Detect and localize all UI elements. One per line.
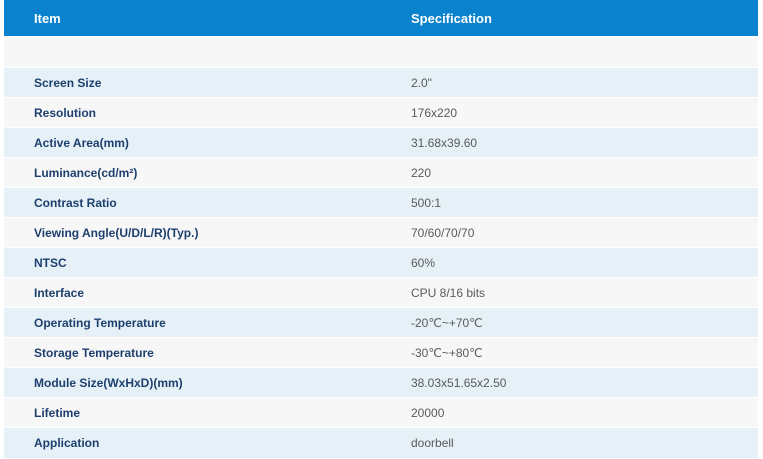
table-row: Contrast Ratio 500:1 bbox=[4, 187, 758, 218]
header-specification: Specification bbox=[379, 0, 758, 37]
spec-table-body: Screen Size 2.0" Resolution 176x220 Acti… bbox=[4, 36, 758, 458]
header-row: Item Specification bbox=[4, 0, 758, 37]
spec-value: 20000 bbox=[379, 397, 758, 428]
table-row: Screen Size 2.0" bbox=[4, 67, 758, 98]
spec-key: Operating Temperature bbox=[4, 307, 379, 338]
blank-row bbox=[4, 36, 758, 68]
table-row: Storage Temperature -30℃~+80℃ bbox=[4, 337, 758, 368]
spec-value: CPU 8/16 bits bbox=[379, 277, 758, 308]
spec-value: 70/60/70/70 bbox=[379, 217, 758, 248]
table-row: Lifetime 20000 bbox=[4, 397, 758, 428]
spec-value: -30℃~+80℃ bbox=[379, 337, 758, 368]
table-row: Module Size(WxHxD)(mm) 38.03x51.65x2.50 bbox=[4, 367, 758, 398]
table-row: Resolution 176x220 bbox=[4, 97, 758, 128]
spec-key: Viewing Angle(U/D/L/R)(Typ.) bbox=[4, 217, 379, 248]
table-row: Application doorbell bbox=[4, 427, 758, 458]
spec-value: -20℃~+70℃ bbox=[379, 307, 758, 338]
spec-key: Interface bbox=[4, 277, 379, 308]
spec-key: Module Size(WxHxD)(mm) bbox=[4, 367, 379, 398]
table-row: NTSC 60% bbox=[4, 247, 758, 278]
header-item: Item bbox=[4, 0, 379, 37]
table-row: Operating Temperature -20℃~+70℃ bbox=[4, 307, 758, 338]
spec-key: Application bbox=[4, 427, 379, 458]
table-row: Viewing Angle(U/D/L/R)(Typ.) 70/60/70/70 bbox=[4, 217, 758, 248]
spec-key: Active Area(mm) bbox=[4, 127, 379, 158]
spec-key: Storage Temperature bbox=[4, 337, 379, 368]
blank-cell bbox=[379, 36, 758, 68]
spec-key: Contrast Ratio bbox=[4, 187, 379, 218]
spec-value: 2.0" bbox=[379, 67, 758, 98]
table-row: Interface CPU 8/16 bits bbox=[4, 277, 758, 308]
spec-value: 31.68x39.60 bbox=[379, 127, 758, 158]
spec-table: Item Specification Screen Size 2.0" Reso… bbox=[4, 0, 758, 458]
spec-value: 500:1 bbox=[379, 187, 758, 218]
spec-key: Resolution bbox=[4, 97, 379, 128]
spec-key: Screen Size bbox=[4, 67, 379, 98]
spec-key: Luminance(cd/m²) bbox=[4, 157, 379, 188]
spec-value: 60% bbox=[379, 247, 758, 278]
spec-value: doorbell bbox=[379, 427, 758, 458]
spec-value: 220 bbox=[379, 157, 758, 188]
spec-key: Lifetime bbox=[4, 397, 379, 428]
spec-key: NTSC bbox=[4, 247, 379, 278]
spec-table-container: Item Specification Screen Size 2.0" Reso… bbox=[4, 0, 758, 458]
table-row: Luminance(cd/m²) 220 bbox=[4, 157, 758, 188]
table-row: Active Area(mm) 31.68x39.60 bbox=[4, 127, 758, 158]
blank-cell bbox=[4, 36, 379, 68]
spec-table-header: Item Specification bbox=[4, 0, 758, 37]
spec-value: 176x220 bbox=[379, 97, 758, 128]
spec-value: 38.03x51.65x2.50 bbox=[379, 367, 758, 398]
